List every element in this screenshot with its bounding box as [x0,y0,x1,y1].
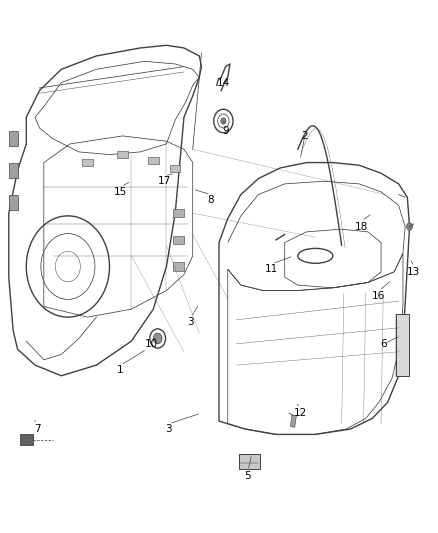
Bar [9,195,18,210]
Text: 15: 15 [114,187,127,197]
Text: 8: 8 [207,195,214,205]
Bar [173,262,184,271]
Text: 3: 3 [187,318,194,327]
Circle shape [153,333,162,344]
Bar [148,157,159,164]
Circle shape [221,118,226,124]
Text: 12: 12 [293,408,307,418]
Text: 13: 13 [407,267,420,277]
Text: 10: 10 [145,339,158,349]
Bar [9,163,18,178]
Text: 5: 5 [244,471,251,481]
Text: 14: 14 [217,78,230,87]
Circle shape [406,223,413,230]
Bar [9,131,18,146]
Text: 2: 2 [301,131,308,141]
Text: 17: 17 [158,176,171,186]
Text: 16: 16 [372,291,385,301]
Text: 1: 1 [117,366,124,375]
Bar [117,151,128,158]
Text: 18: 18 [355,222,368,231]
Text: 6: 6 [380,339,387,349]
Bar [170,165,180,172]
Text: 9: 9 [222,126,229,135]
Bar [239,454,260,469]
Bar [290,415,297,427]
Bar [173,236,184,244]
Text: 7: 7 [34,424,41,434]
Bar [396,314,409,376]
Bar [173,209,184,217]
Text: 11: 11 [265,264,278,274]
Bar [20,434,33,445]
Bar [82,159,93,166]
Text: 3: 3 [165,424,172,434]
